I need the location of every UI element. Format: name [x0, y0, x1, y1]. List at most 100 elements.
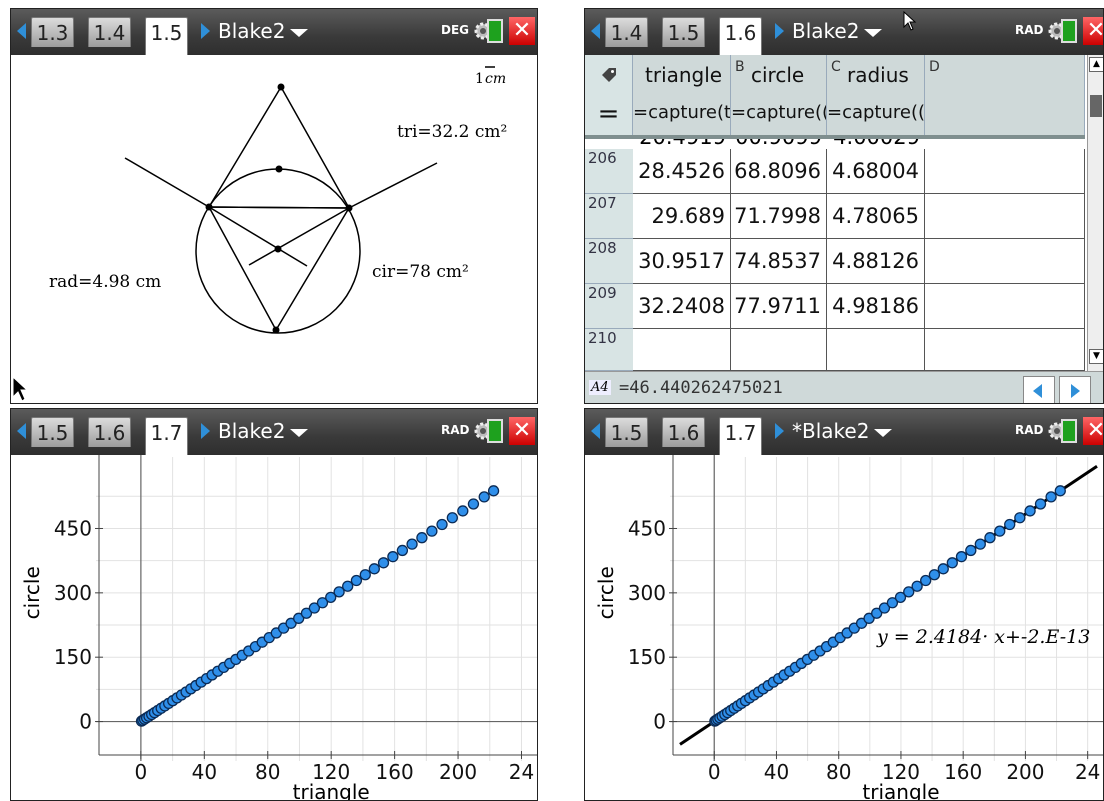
column-header-a[interactable]: triangle — [633, 55, 731, 95]
cell-b[interactable]: 74.8537 — [731, 239, 827, 284]
data-point[interactable] — [863, 612, 875, 624]
tab-1-5[interactable]: 1.5 — [31, 417, 74, 447]
tab-1-5[interactable]: 1.5 — [145, 17, 188, 55]
point-apex[interactable] — [277, 83, 285, 91]
data-point[interactable] — [920, 574, 932, 587]
data-point[interactable] — [300, 607, 313, 619]
data-point[interactable] — [903, 586, 915, 598]
graph-area[interactable]: 0 40 80 120 160 200 24 0 150 300 450 triangle circ… — [585, 455, 1103, 800]
x-axis-label[interactable]: triangle — [293, 780, 370, 800]
cell-a[interactable]: 32.2408 — [633, 284, 731, 329]
cell-b[interactable] — [731, 329, 827, 371]
y-axis-label[interactable]: circle — [594, 566, 618, 619]
formula-cell-c[interactable]: =capture(( — [827, 95, 925, 135]
data-point[interactable] — [467, 498, 480, 510]
data-point[interactable] — [316, 597, 329, 609]
geometry-canvas[interactable]: 1 cm tri=32.2 cm² rad=4.98 c — [11, 55, 537, 403]
data-point[interactable] — [377, 557, 390, 569]
row-number[interactable]: 206 — [585, 149, 633, 194]
top-triangle[interactable] — [207, 85, 351, 209]
row-number[interactable]: 208 — [585, 239, 633, 284]
data-point[interactable] — [396, 544, 409, 557]
cell-value-field[interactable]: =46.440262475021 — [619, 378, 783, 398]
next-cell-icon[interactable] — [1059, 376, 1091, 403]
tab-scroll-right-icon[interactable] — [775, 23, 784, 39]
document-title[interactable]: *Blake2 — [792, 419, 893, 443]
data-point[interactable] — [946, 557, 958, 569]
inscribed-triangle[interactable] — [207, 206, 351, 332]
cell-d[interactable] — [925, 149, 1085, 194]
point-right[interactable] — [345, 204, 353, 212]
data-point[interactable] — [350, 574, 363, 587]
data-point[interactable] — [333, 586, 345, 598]
tab-1-3[interactable]: 1.3 — [31, 17, 74, 47]
cell-c[interactable] — [827, 329, 925, 371]
cell-a[interactable]: 30.9517 — [633, 239, 731, 284]
cell-d[interactable] — [925, 194, 1085, 239]
tab-1-7[interactable]: 1.7 — [719, 417, 762, 455]
data-point[interactable] — [984, 532, 996, 544]
tab-scroll-right-icon[interactable] — [201, 23, 210, 39]
tab-scroll-left-icon[interactable] — [17, 423, 26, 439]
data-point[interactable] — [325, 591, 337, 603]
data-point[interactable] — [1024, 505, 1036, 517]
document-title[interactable]: Blake2 — [218, 19, 309, 43]
data-point[interactable] — [406, 538, 418, 550]
tab-1-6[interactable]: 1.6 — [719, 17, 762, 55]
document-title[interactable]: Blake2 — [792, 19, 883, 43]
formula-corner[interactable]: = — [585, 95, 633, 135]
close-icon[interactable]: ✕ — [509, 417, 535, 445]
data-point[interactable] — [955, 551, 968, 563]
tab-1-7[interactable]: 1.7 — [145, 417, 188, 455]
data-point[interactable] — [894, 591, 907, 603]
ray-right[interactable] — [348, 162, 438, 209]
prev-cell-icon[interactable] — [1023, 376, 1055, 403]
data-point[interactable] — [342, 580, 354, 592]
data-point[interactable] — [878, 602, 891, 614]
cell-a[interactable] — [633, 329, 731, 371]
radius-label[interactable]: rad=4.98 cm — [49, 272, 161, 292]
document-title[interactable]: Blake2 — [218, 419, 309, 443]
tab-1-4[interactable]: 1.4 — [605, 17, 648, 47]
data-point[interactable] — [416, 532, 428, 544]
data-point[interactable] — [965, 544, 977, 557]
data-point[interactable] — [487, 485, 500, 497]
data-point[interactable] — [937, 563, 949, 575]
cell-c[interactable]: 4.98186 — [827, 284, 925, 329]
regression-equation[interactable]: y = 2.4184· x+-2.E-13 — [876, 626, 1090, 648]
cell-b[interactable]: 68.8096 — [731, 149, 827, 194]
data-point[interactable] — [928, 569, 941, 581]
data-point[interactable] — [994, 525, 1006, 537]
close-icon[interactable]: ✕ — [1083, 17, 1103, 45]
cell-a[interactable]: 29.689 — [633, 194, 731, 239]
row-number[interactable]: 207 — [585, 194, 633, 239]
cell-d[interactable] — [925, 329, 1085, 371]
row-number[interactable]: 210 — [585, 329, 633, 371]
cell-b[interactable]: 77.9711 — [731, 284, 827, 329]
close-icon[interactable]: ✕ — [1083, 417, 1103, 445]
data-point[interactable] — [1004, 518, 1016, 531]
data-point[interactable] — [457, 505, 469, 517]
data-point[interactable] — [1054, 485, 1066, 497]
tab-1-4[interactable]: 1.4 — [88, 17, 131, 47]
scroll-thumb[interactable] — [1090, 95, 1102, 117]
tab-scroll-left-icon[interactable] — [591, 423, 600, 439]
tag-corner[interactable] — [585, 55, 633, 95]
data-point[interactable] — [911, 580, 923, 592]
tab-1-6[interactable]: 1.6 — [88, 417, 131, 447]
data-point[interactable] — [1045, 491, 1057, 503]
data-point[interactable] — [387, 551, 399, 563]
tab-scroll-right-icon[interactable] — [775, 423, 784, 439]
data-point[interactable] — [1014, 512, 1026, 524]
tab-1-5[interactable]: 1.5 — [605, 417, 648, 447]
tab-scroll-right-icon[interactable] — [201, 423, 210, 439]
tab-scroll-left-icon[interactable] — [591, 23, 600, 39]
tab-1-5[interactable]: 1.5 — [662, 17, 705, 47]
point-circle-top[interactable] — [275, 165, 283, 173]
scroll-up-icon[interactable]: ▲ — [1089, 57, 1103, 72]
data-point[interactable] — [308, 602, 321, 614]
